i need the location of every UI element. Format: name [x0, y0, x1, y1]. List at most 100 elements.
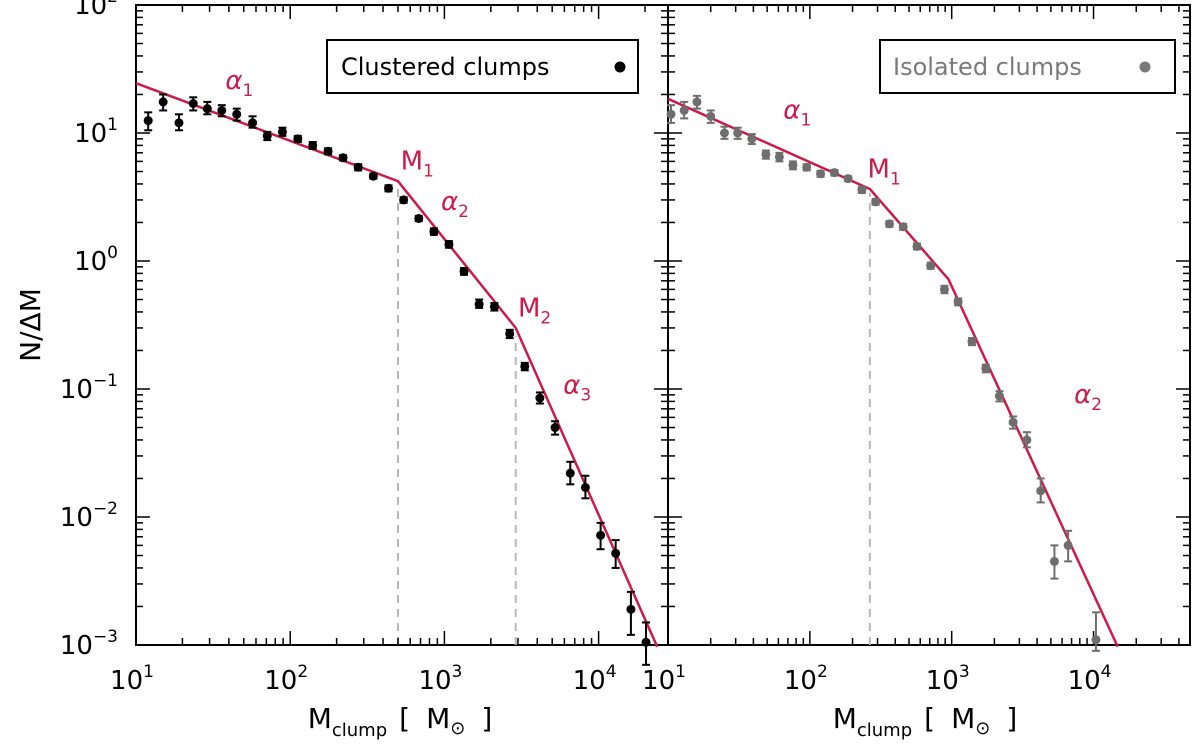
data-point: [733, 126, 743, 140]
tick-exp: 4: [606, 662, 617, 682]
point-marker: [338, 153, 348, 163]
point-marker: [550, 423, 560, 433]
data-point: [926, 261, 936, 271]
point-marker: [188, 99, 198, 109]
data-point: [174, 113, 184, 132]
data-point: [626, 590, 636, 636]
axis-ticks: [135, 4, 668, 646]
point-marker: [459, 266, 469, 276]
label-sub: 2: [1091, 395, 1102, 415]
point-marker: [843, 174, 853, 184]
x-title-sub: clump: [857, 720, 912, 741]
point-marker: [626, 604, 636, 614]
label-sub: 1: [890, 169, 901, 189]
x-tick-label: 103: [926, 662, 970, 696]
tick-exp: 2: [817, 662, 828, 682]
point-marker: [277, 127, 287, 137]
point-marker: [692, 97, 702, 107]
point-marker: [802, 162, 812, 172]
x-tick-label: 104: [573, 662, 617, 696]
point-marker: [994, 391, 1004, 401]
tick-base: 10: [60, 375, 93, 405]
slope-label: α3: [563, 371, 591, 406]
tick-exp: −3: [93, 627, 118, 647]
data-point: [353, 162, 363, 172]
legend-marker: [614, 61, 626, 73]
tick-base: 10: [573, 666, 606, 696]
y-tick-label: 10−1: [60, 371, 118, 405]
label-base: M: [518, 293, 540, 323]
point-marker: [884, 219, 894, 229]
data-point: [217, 104, 227, 118]
data-point: [761, 149, 771, 160]
y-tick-label: 102: [74, 0, 118, 21]
data-point: [368, 171, 378, 181]
x-title-open: [: [399, 702, 410, 735]
tick-base: 10: [60, 503, 93, 533]
point-marker: [474, 299, 484, 309]
point-marker: [520, 361, 530, 371]
data-point: [706, 109, 716, 124]
x-title-base: M: [833, 702, 857, 735]
data-point: [1091, 611, 1101, 652]
label-sub: 3: [580, 386, 591, 406]
x-axis-title-right: Mclump[M⊙]: [833, 702, 1018, 741]
x-title-unit: M: [951, 702, 975, 735]
label-sub: 1: [243, 81, 254, 101]
point-marker: [706, 111, 716, 121]
point-marker: [384, 183, 394, 193]
data-point: [829, 168, 839, 178]
data-point: [912, 241, 922, 251]
point-marker: [967, 337, 977, 347]
point-marker: [641, 637, 651, 647]
label-base: M: [868, 154, 890, 184]
data-point: [202, 100, 212, 116]
data-point: [953, 297, 963, 307]
data-point: [802, 162, 812, 172]
x-tick-label: 101: [110, 662, 154, 696]
data-point: [788, 160, 798, 171]
data-point: [474, 298, 484, 309]
tick-exp: 3: [959, 662, 970, 682]
point-marker: [580, 483, 590, 493]
break-label: M1: [401, 146, 434, 181]
point-marker: [505, 329, 515, 339]
fit-line: [135, 82, 659, 648]
data-point: [293, 134, 303, 144]
data-point: [489, 301, 499, 312]
fit-line-group: [135, 82, 659, 648]
x-title-base: M: [308, 702, 332, 735]
tick-base: 10: [74, 0, 107, 21]
x-tick-label: 101: [642, 662, 686, 696]
data-point: [338, 153, 348, 163]
data-point: [719, 125, 729, 140]
data-point: [535, 391, 545, 405]
data-point: [277, 126, 287, 137]
point-marker: [1063, 540, 1073, 550]
point-marker: [217, 105, 227, 115]
fit-line-group: [667, 97, 1119, 648]
data-point: [384, 183, 394, 193]
data-point: [898, 222, 908, 232]
x-axis-title-left: Mclump[M⊙]: [308, 702, 493, 741]
x-tick-labels: 101 102 103 104: [110, 662, 617, 696]
data-point: [679, 100, 689, 120]
point-marker: [399, 195, 409, 205]
point-marker: [248, 118, 258, 128]
label-base: α: [441, 187, 458, 217]
x-tick-labels: 101 102 103 104: [642, 662, 1111, 696]
label-base: α: [783, 95, 800, 125]
x-title-unit-sub: ⊙: [450, 718, 465, 739]
legend-marker: [1139, 61, 1151, 73]
data-point: [580, 474, 590, 500]
legend-box: [879, 39, 1176, 94]
x-title-open: [: [924, 702, 935, 735]
data-point: [505, 328, 515, 340]
tick-base: 10: [60, 631, 93, 661]
point-marker: [323, 146, 333, 156]
data-point: [308, 140, 318, 150]
point-marker: [444, 239, 454, 249]
data-point: [143, 111, 153, 132]
